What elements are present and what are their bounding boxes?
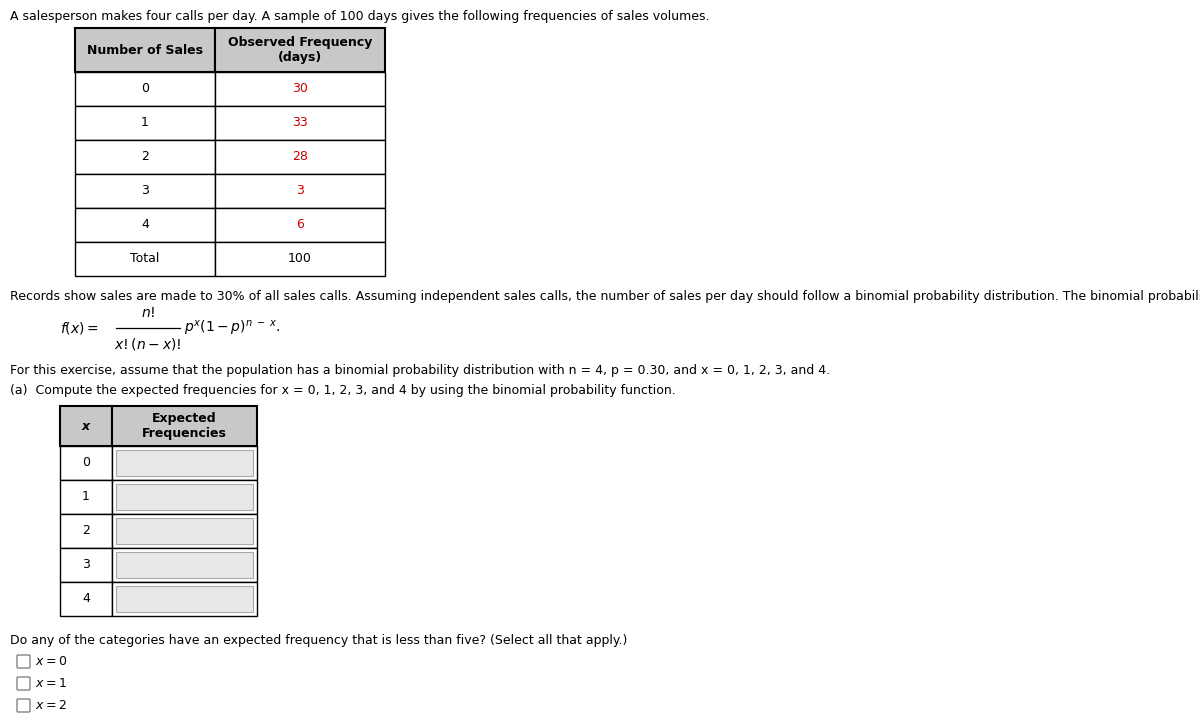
Bar [60,480,112,514]
Text: Observed Frequency
(days): Observed Frequency (days) [228,36,372,64]
Text: 0: 0 [82,457,90,470]
Text: 6: 6 [296,219,304,232]
Text: 1: 1 [142,116,149,129]
Text: $p^x(1 - p)^{n\ -\ x}.$: $p^x(1 - p)^{n\ -\ x}.$ [184,319,281,337]
Bar [74,174,215,208]
Bar [112,480,257,514]
Text: A salesperson makes four calls per day. A sample of 100 days gives the following: A salesperson makes four calls per day. … [10,10,709,23]
Text: 3: 3 [296,185,304,198]
Bar [116,518,253,544]
Bar [60,548,112,582]
Text: (a)  Compute the expected frequencies for x = 0, 1, 2, 3, and 4 by using the bin: (a) Compute the expected frequencies for… [10,384,676,397]
Text: Records show sales are made to 30% of all sales calls. Assuming independent sale: Records show sales are made to 30% of al… [10,290,1200,303]
Text: $x = 0$: $x = 0$ [35,655,67,668]
Bar [215,72,385,106]
Text: 100: 100 [288,252,312,265]
Text: Total: Total [131,252,160,265]
Bar [74,106,215,140]
Text: 28: 28 [292,150,308,163]
Bar [215,140,385,174]
Bar [74,242,215,276]
Text: Do any of the categories have an expected frequency that is less than five? (Sel: Do any of the categories have an expecte… [10,634,628,647]
Bar [60,406,112,446]
Bar [112,446,257,480]
Text: $n!$: $n!$ [140,306,155,320]
Bar [74,72,215,106]
Text: 30: 30 [292,83,308,96]
Text: 33: 33 [292,116,308,129]
Text: 2: 2 [82,524,90,538]
FancyBboxPatch shape [17,699,30,712]
Bar [74,28,215,72]
Bar [215,242,385,276]
Bar [74,140,215,174]
Bar [112,406,257,446]
FancyBboxPatch shape [17,677,30,690]
Bar [215,174,385,208]
Text: Expected
Frequencies: Expected Frequencies [142,412,227,440]
Bar [215,28,385,72]
Bar [215,208,385,242]
Text: For this exercise, assume that the population has a binomial probability distrib: For this exercise, assume that the popul… [10,364,830,377]
Bar [60,446,112,480]
Text: 1: 1 [82,490,90,503]
Bar [116,450,253,476]
Text: Number of Sales: Number of Sales [88,44,203,57]
Bar [74,208,215,242]
Text: 3: 3 [82,559,90,572]
Text: 0: 0 [142,83,149,96]
Bar [112,582,257,616]
Text: 4: 4 [82,592,90,605]
Text: $x!(n - x)!$: $x!(n - x)!$ [114,336,181,352]
Bar [112,548,257,582]
Text: 3: 3 [142,185,149,198]
Text: $f(x) = $: $f(x) = $ [60,320,98,336]
Text: 4: 4 [142,219,149,232]
Text: 2: 2 [142,150,149,163]
FancyBboxPatch shape [17,655,30,668]
Bar [116,484,253,510]
Bar [116,552,253,578]
Text: x: x [82,419,90,433]
Bar [60,582,112,616]
Bar [215,106,385,140]
Bar [60,514,112,548]
Text: $x = 1$: $x = 1$ [35,677,67,690]
Text: $x = 2$: $x = 2$ [35,699,67,712]
Bar [116,586,253,612]
Bar [112,514,257,548]
